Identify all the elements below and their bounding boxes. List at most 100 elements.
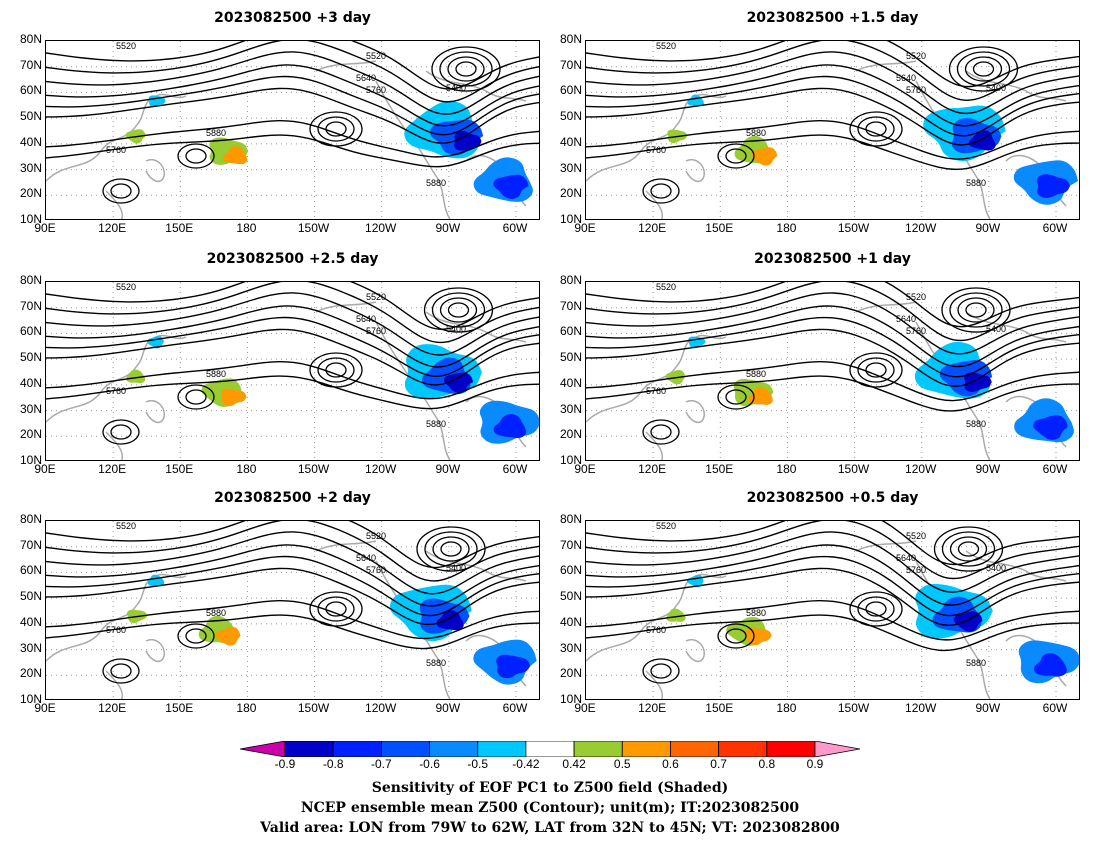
colorbar-tick-label: -0.6 bbox=[419, 757, 440, 771]
closed-contour-ring bbox=[964, 56, 1003, 82]
x-tick-label: 180 bbox=[236, 701, 257, 715]
positive-sensitivity-shade bbox=[221, 388, 247, 407]
colorbar-segment bbox=[766, 740, 816, 758]
panel-title: 2023082500 +1.5 day bbox=[746, 10, 919, 26]
y-tick-label: 30N bbox=[559, 160, 582, 175]
y-tick-label: 30N bbox=[559, 640, 582, 655]
map-canvas: 5520 5520 5640 5760 5880 5880 5760 5400 bbox=[586, 521, 1079, 699]
closed-contour-ring bbox=[857, 116, 895, 142]
x-tick-label: 180 bbox=[776, 701, 797, 715]
colorbar-tick-label: -0.8 bbox=[322, 757, 344, 771]
coastline bbox=[425, 550, 527, 582]
z500-contour bbox=[586, 614, 1079, 652]
x-tick-label: 120E bbox=[638, 221, 667, 235]
closed-contour-ring bbox=[933, 526, 1004, 572]
coastline bbox=[46, 573, 187, 662]
map-plot-area: 5520 5520 5640 5760 5880 5880 5760 5400 bbox=[45, 40, 540, 220]
contour-label: 5760 bbox=[646, 145, 666, 155]
negative-sensitivity-shade bbox=[1034, 653, 1067, 677]
closed-contour-ring bbox=[177, 143, 215, 169]
coastline bbox=[586, 334, 727, 423]
y-tick-label: 10N bbox=[19, 692, 42, 706]
coastline bbox=[685, 639, 705, 663]
contour-label: 5760 bbox=[106, 625, 126, 635]
panel-title: 2023082500 +1 day bbox=[754, 251, 911, 267]
z500-contour bbox=[46, 75, 539, 136]
z500-contour bbox=[586, 328, 1079, 387]
coastline bbox=[105, 190, 123, 219]
closed-contour-ring bbox=[650, 663, 672, 679]
contour-label: 5640 bbox=[896, 314, 916, 324]
z500-contour bbox=[46, 531, 539, 595]
contour-label: 5520 bbox=[656, 282, 676, 292]
x-tick-label: 60W bbox=[1042, 221, 1068, 235]
coastline bbox=[315, 540, 377, 552]
x-tick-label: 60W bbox=[502, 701, 528, 715]
closed-contour-ring bbox=[317, 596, 355, 622]
z500-contour bbox=[46, 360, 539, 400]
closed-contour-ring bbox=[416, 526, 486, 572]
x-tick-label: 180 bbox=[236, 221, 257, 235]
y-tick-label: 20N bbox=[19, 186, 42, 201]
x-tick-label: 150W bbox=[837, 462, 870, 476]
positive-sensitivity-shade bbox=[745, 627, 772, 646]
colorbar-segment bbox=[573, 740, 623, 758]
coastline bbox=[375, 80, 451, 219]
map-plot-area: 5520 5520 5640 5760 5880 5880 5760 5400 bbox=[45, 281, 540, 461]
coastline bbox=[965, 70, 1067, 102]
x-tick-label: 150W bbox=[837, 701, 870, 715]
z500-contour bbox=[586, 292, 1079, 355]
contour-label: 5880 bbox=[426, 419, 446, 429]
contour-label: 5400 bbox=[446, 83, 466, 93]
y-tick-label: 80N bbox=[559, 512, 582, 526]
y-tick-label: 20N bbox=[19, 427, 42, 442]
contour-label: 5520 bbox=[656, 521, 676, 531]
contour-label: 5400 bbox=[446, 324, 466, 334]
contour-label: 5880 bbox=[966, 178, 986, 188]
colorbar-tick-label: 0.42 bbox=[562, 757, 586, 771]
contour-label: 5400 bbox=[986, 324, 1006, 334]
footer-line-3: Valid area: LON from 79W to 62W, LAT fro… bbox=[260, 820, 840, 836]
map-plot-area: 5520 5520 5640 5760 5880 5880 5760 5400 bbox=[585, 40, 1080, 220]
closed-contour-ring bbox=[325, 362, 347, 378]
x-tick-label: 150W bbox=[297, 462, 330, 476]
closed-contour-ring bbox=[325, 121, 347, 137]
panel-title: 2023082500 +3 day bbox=[214, 10, 371, 26]
z500-contour bbox=[46, 375, 539, 410]
contour-label: 5760 bbox=[106, 145, 126, 155]
colorbar-tick-label: -0.42 bbox=[512, 757, 540, 771]
colorbar-tick-label: -0.9 bbox=[274, 757, 296, 771]
x-tick-label: 120W bbox=[905, 462, 937, 476]
x-tick-label: 120W bbox=[905, 221, 937, 235]
z500-contour bbox=[46, 521, 539, 582]
closed-contour-ring bbox=[447, 56, 485, 82]
y-tick-label: 60N bbox=[559, 83, 582, 98]
z500-contour bbox=[46, 64, 539, 127]
colorbar-tick-label: 0.5 bbox=[613, 757, 631, 771]
x-tick-label: 150W bbox=[297, 701, 330, 715]
contour-label: 5760 bbox=[366, 565, 386, 575]
closed-contour-ring bbox=[865, 601, 887, 617]
closed-contour-ring bbox=[432, 536, 470, 562]
coastline bbox=[46, 93, 187, 182]
closed-contour-ring bbox=[317, 357, 355, 383]
footer-line-2: NCEP ensemble mean Z500 (Contour); unit(… bbox=[300, 800, 800, 816]
z500-contour bbox=[586, 75, 1079, 137]
closed-contour-ring bbox=[642, 658, 680, 684]
footer-line-1: Sensitivity of EOF PC1 to Z500 field (Sh… bbox=[371, 780, 729, 796]
closed-contour-ring bbox=[439, 51, 493, 87]
closed-contour-ring bbox=[956, 51, 1011, 87]
coastline bbox=[855, 540, 917, 552]
closed-contour-ring bbox=[439, 297, 478, 323]
y-tick-label: 80N bbox=[19, 512, 42, 526]
z500-contour bbox=[586, 282, 1079, 342]
coastline bbox=[855, 60, 917, 72]
z500-contour bbox=[586, 119, 1079, 160]
z500-contour bbox=[46, 599, 539, 640]
contour-label: 5760 bbox=[366, 326, 386, 336]
contour-label: 5760 bbox=[646, 386, 666, 396]
x-tick-label: 90W bbox=[435, 221, 461, 235]
x-tick-label: 90W bbox=[975, 701, 1001, 715]
closed-contour-ring bbox=[650, 183, 672, 199]
x-tick-label: 180 bbox=[776, 221, 797, 235]
